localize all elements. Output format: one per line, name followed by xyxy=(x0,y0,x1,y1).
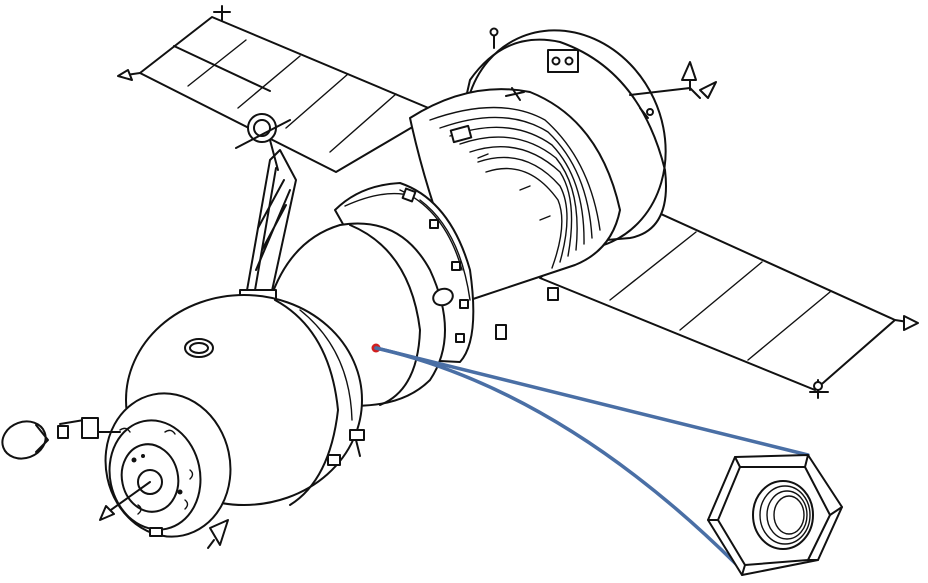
callout-lines xyxy=(374,346,810,566)
panel-tip-antenna-icon xyxy=(903,315,919,331)
solar-panel-right xyxy=(539,199,919,399)
probe-tip-icon xyxy=(99,505,115,521)
hex-nut-closeup xyxy=(707,454,843,576)
antenna-ball-icon xyxy=(1,420,47,460)
side-antenna xyxy=(1,417,121,460)
antenna-dish xyxy=(247,113,277,143)
porthole xyxy=(432,287,454,307)
panel-tip-antenna-icon xyxy=(117,69,133,81)
solar-panel-left xyxy=(117,5,439,173)
antenna-spike-icon xyxy=(681,61,697,81)
nut-thread-bore xyxy=(752,480,814,550)
sensor-block xyxy=(547,49,579,73)
porthole xyxy=(184,338,214,358)
docking-probe-section xyxy=(99,392,232,549)
